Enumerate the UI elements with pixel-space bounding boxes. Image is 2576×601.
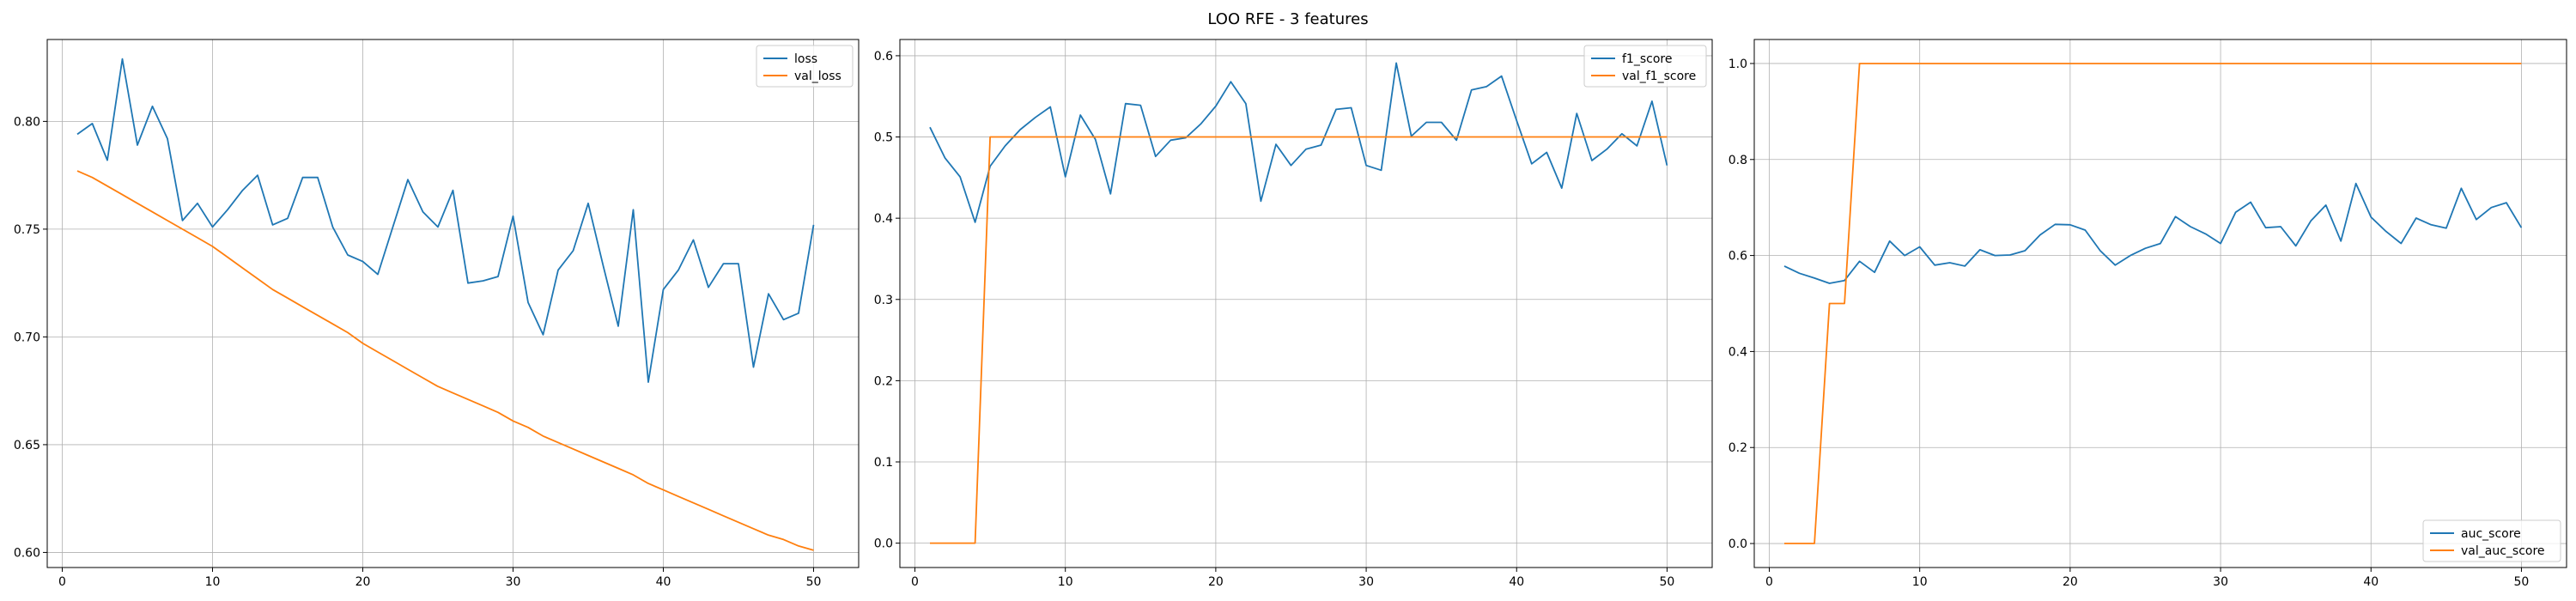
y-tick-label: 0.65 — [14, 439, 40, 452]
chart-1: 0 10 20 30 40 50 0.60 0.65 0.70 0.75 0.80 loss val_l… — [14, 39, 860, 589]
x-tick-label: 40 — [1509, 575, 1524, 589]
x-tick-label: 30 — [506, 575, 521, 589]
y-tick-label: 1.0 — [1728, 58, 1747, 71]
y-tick-label: 0.60 — [14, 546, 40, 560]
series-line-f1-score — [929, 62, 1668, 223]
x-tick-label: 40 — [656, 575, 671, 589]
x-tick-label: 30 — [2213, 575, 2228, 589]
series-line-auc-score — [1783, 182, 2523, 284]
legend-label: loss — [794, 52, 817, 66]
legend-label: val_loss — [794, 70, 841, 83]
axes-spines — [46, 39, 860, 568]
series-line-val-auc-score — [1784, 63, 2522, 544]
y-tick-label: 0.2 — [874, 374, 893, 388]
y-tick-label: 0.75 — [14, 223, 40, 237]
legend: auc_score val_auc_score — [2422, 519, 2561, 562]
legend: f1_score val_f1_score — [1583, 45, 1707, 88]
x-tick-label: 40 — [2363, 575, 2379, 589]
chart-3: 0 10 20 30 40 50 0.0 0.2 0.4 0.6 0.8 1.0 auc_scoreva… — [1728, 39, 2567, 589]
x-tick-label: 0 — [58, 575, 66, 589]
x-tick-label: 10 — [205, 575, 221, 589]
x-tick-label: 20 — [2063, 575, 2078, 589]
plot-area — [899, 39, 1713, 568]
series-line-val-f1-score — [930, 136, 1668, 544]
plot-area — [46, 39, 860, 568]
chart-2: 0 10 20 30 40 50 0.0 0.1 0.2 0.3 0.4 0.5 0.6 f1_score… — [874, 39, 1713, 589]
y-tick-label: 0.8 — [1728, 154, 1747, 167]
x-tick-label: 20 — [1208, 575, 1224, 589]
y-tick-label: 0.70 — [14, 331, 40, 344]
axes-spines — [1753, 39, 2567, 568]
y-tick-label: 0.5 — [874, 131, 893, 145]
y-tick-label: 0.4 — [1728, 345, 1747, 359]
x-tick-label: 20 — [355, 575, 371, 589]
y-tick-label: 0.0 — [1728, 537, 1747, 551]
x-tick-label: 50 — [806, 575, 822, 589]
x-tick-label: 50 — [2514, 575, 2530, 589]
legend-label: auc_score — [2461, 527, 2521, 541]
x-tick-label: 10 — [1058, 575, 1073, 589]
y-tick-label: 0.3 — [874, 294, 893, 307]
series-line-loss — [76, 58, 815, 384]
y-tick-label: 0.80 — [14, 115, 40, 129]
x-tick-label: 0 — [911, 575, 919, 589]
axes-spines — [899, 39, 1713, 568]
plot-area — [1753, 39, 2567, 568]
x-tick-label: 10 — [1912, 575, 1928, 589]
legend-label: val_auc_score — [2461, 544, 2545, 558]
x-tick-label: 50 — [1660, 575, 1675, 589]
y-tick-label: 0.6 — [874, 50, 893, 64]
y-tick-label: 0.0 — [874, 537, 893, 551]
y-tick-label: 0.6 — [1728, 250, 1747, 264]
legend: loss val_loss — [756, 45, 854, 88]
x-tick-label: 0 — [1765, 575, 1773, 589]
figure-title: LOO RFE - 3 features — [1207, 10, 1368, 28]
y-tick-label: 0.1 — [874, 456, 893, 470]
legend-label: f1_score — [1622, 52, 1672, 66]
y-tick-label: 0.2 — [1728, 441, 1747, 455]
legend-label: val_f1_score — [1622, 70, 1696, 83]
legend-box — [2422, 519, 2561, 562]
y-tick-label: 0.4 — [874, 212, 893, 226]
x-tick-label: 30 — [1358, 575, 1374, 589]
charts-container: 0 10 20 30 40 500.600.650.700.750.80lossval_l… — [14, 39, 2567, 589]
series-line-val-loss — [76, 170, 814, 551]
